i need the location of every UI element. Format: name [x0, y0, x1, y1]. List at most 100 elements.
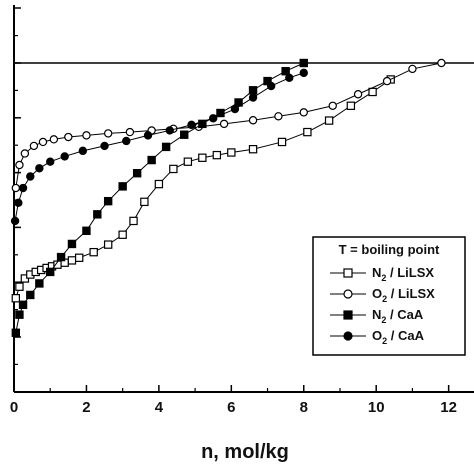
plot-frame	[13, 5, 474, 393]
data-point	[129, 216, 138, 226]
data-point	[212, 150, 222, 160]
data-point	[82, 131, 91, 140]
data-point	[266, 81, 276, 91]
data-point	[281, 67, 290, 76]
data-point	[346, 101, 356, 110]
data-point	[103, 240, 113, 249]
legend-swatch-marker	[343, 289, 353, 299]
data-point	[103, 129, 113, 138]
series-0	[11, 75, 395, 303]
data-point	[248, 86, 258, 95]
data-point	[118, 230, 127, 239]
data-point	[118, 182, 127, 191]
data-point	[198, 153, 207, 162]
data-point	[147, 155, 156, 165]
x-tick-label: 0	[10, 399, 18, 416]
data-point	[161, 142, 171, 152]
data-point	[324, 116, 334, 125]
legend-entry-label: O2 / CaA	[372, 328, 425, 346]
data-point	[180, 130, 189, 139]
data-point	[248, 144, 258, 154]
data-point	[154, 179, 164, 189]
data-point	[67, 239, 77, 249]
series-2	[11, 58, 308, 337]
x-tick-label: 6	[227, 399, 235, 416]
data-point	[89, 247, 98, 257]
data-point	[29, 141, 39, 151]
data-point	[103, 196, 113, 206]
data-point	[234, 98, 243, 107]
data-point	[248, 93, 258, 102]
data-point	[56, 252, 66, 262]
data-point	[122, 136, 131, 146]
data-point	[132, 169, 142, 178]
data-point	[165, 126, 174, 135]
data-point	[26, 172, 35, 181]
data-point	[274, 112, 283, 121]
data-point	[18, 300, 28, 310]
series-1	[11, 58, 446, 193]
legend-box	[312, 236, 466, 356]
data-point	[277, 137, 287, 147]
series-line	[15, 62, 304, 333]
data-point	[64, 132, 73, 142]
data-point	[368, 87, 377, 97]
data-point	[408, 64, 417, 74]
series-3	[10, 68, 308, 226]
data-point	[227, 148, 236, 157]
data-point	[219, 119, 229, 129]
data-point	[230, 104, 240, 114]
x-tick-label: 8	[300, 399, 308, 416]
data-point	[198, 119, 207, 129]
data-point	[15, 160, 24, 170]
data-point	[10, 216, 20, 226]
data-point	[299, 108, 308, 117]
data-point	[78, 146, 88, 156]
data-point	[35, 164, 44, 173]
data-point	[20, 149, 30, 158]
legend-entry-label: N2 / CaA	[372, 307, 424, 325]
legend: T = boiling point N2 / LiLSX O2 / LiLSX N2 …	[312, 236, 466, 356]
data-point	[140, 197, 149, 207]
data-point	[216, 108, 225, 118]
legend-swatch-marker	[343, 310, 353, 320]
data-point	[143, 131, 153, 140]
y-tick-layer	[14, 7, 21, 393]
legend-entry-label: N2 / LiLSX	[372, 265, 434, 283]
data-point	[14, 198, 23, 208]
data-point	[209, 114, 218, 123]
data-point	[187, 120, 196, 130]
data-point	[248, 116, 258, 125]
legend-swatch-marker	[343, 268, 353, 278]
data-point	[303, 127, 312, 137]
data-point	[11, 328, 21, 337]
x-axis-label: n, mol/kg	[201, 441, 289, 463]
x-tick-label: 10	[368, 399, 385, 416]
data-point	[82, 226, 91, 235]
data-point	[299, 68, 308, 78]
series-layer	[10, 58, 446, 337]
data-point	[15, 282, 24, 291]
x-tick-label: 4	[155, 399, 164, 416]
data-point	[46, 157, 55, 166]
legend-swatch-marker	[343, 331, 353, 341]
data-point	[67, 256, 77, 265]
data-point	[328, 101, 337, 110]
data-point	[100, 141, 109, 151]
data-point	[353, 90, 363, 99]
data-point	[46, 267, 55, 277]
data-point	[11, 183, 21, 193]
data-point	[382, 76, 392, 86]
data-point	[125, 127, 135, 137]
series-line	[15, 62, 442, 189]
data-point	[183, 157, 193, 166]
data-point	[93, 210, 102, 219]
data-point	[35, 279, 44, 288]
x-tick-layer: 0 2 4 6 8 10 12	[10, 385, 457, 416]
data-point	[26, 290, 35, 300]
x-tick-label: 12	[440, 399, 457, 416]
data-point	[15, 310, 24, 319]
legend-entry-label: O2 / LiLSX	[372, 286, 435, 304]
data-point	[60, 152, 69, 161]
